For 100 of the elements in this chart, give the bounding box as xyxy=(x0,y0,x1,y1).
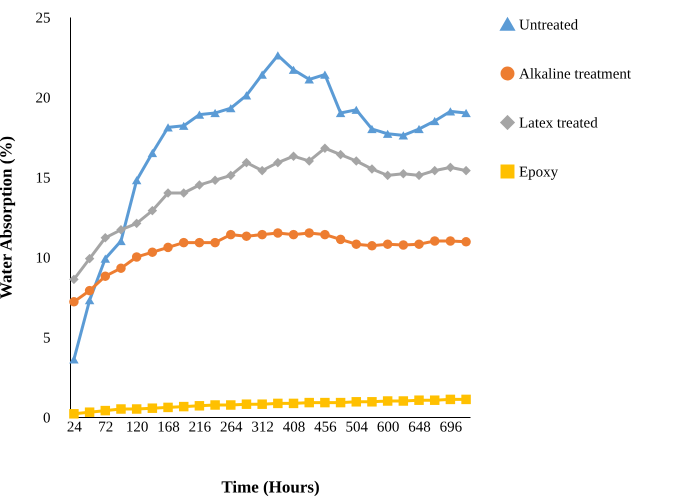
point xyxy=(116,225,126,235)
point xyxy=(304,75,314,84)
point xyxy=(273,398,283,408)
x-tick-label: 72 xyxy=(98,420,114,436)
point xyxy=(148,206,158,216)
point xyxy=(430,395,440,405)
y-tick-label: 10 xyxy=(36,250,50,266)
point xyxy=(69,297,79,307)
point xyxy=(210,108,220,118)
point xyxy=(336,234,346,244)
point xyxy=(398,396,408,406)
legend-label: Untreated xyxy=(519,18,579,34)
point xyxy=(163,188,173,198)
point xyxy=(132,404,142,414)
legend-label: Latex treated xyxy=(519,116,598,132)
point xyxy=(446,162,456,172)
point xyxy=(352,106,362,114)
point xyxy=(382,130,392,138)
legend-label: Alkaline treatment xyxy=(519,66,632,82)
x-tick-label: 312 xyxy=(251,420,274,436)
point xyxy=(288,66,298,74)
point xyxy=(100,254,110,263)
point xyxy=(461,394,471,404)
point xyxy=(320,398,330,408)
point xyxy=(100,406,110,416)
x-tick-label: 216 xyxy=(188,420,212,436)
point xyxy=(382,239,392,249)
point xyxy=(163,242,173,252)
point xyxy=(257,399,267,409)
point xyxy=(210,175,220,185)
point xyxy=(398,131,408,140)
point xyxy=(398,169,408,179)
point xyxy=(148,148,158,158)
point xyxy=(352,397,362,407)
point xyxy=(414,395,424,405)
point xyxy=(148,403,158,413)
point xyxy=(194,238,204,248)
point xyxy=(320,143,330,153)
point xyxy=(430,166,440,176)
x-tick-label: 456 xyxy=(314,420,338,436)
point xyxy=(461,237,471,247)
point xyxy=(210,400,220,410)
y-tick-label: 20 xyxy=(36,90,50,106)
point xyxy=(194,110,204,119)
point xyxy=(69,274,79,284)
point xyxy=(178,122,188,130)
point xyxy=(194,401,204,411)
point xyxy=(226,104,236,112)
point xyxy=(69,409,79,419)
point xyxy=(226,170,236,180)
point xyxy=(84,296,94,304)
point xyxy=(84,254,94,264)
point xyxy=(273,228,283,238)
point xyxy=(257,166,267,176)
point xyxy=(352,239,362,249)
point xyxy=(163,123,173,132)
point xyxy=(100,233,110,243)
point xyxy=(320,70,330,79)
point xyxy=(210,238,220,248)
point xyxy=(288,151,298,161)
point xyxy=(352,156,362,166)
point xyxy=(132,252,142,262)
point xyxy=(336,150,346,160)
x-tick-label: 504 xyxy=(346,420,369,436)
point xyxy=(414,170,424,180)
point xyxy=(100,271,110,281)
point xyxy=(273,158,283,168)
point xyxy=(446,236,456,246)
point xyxy=(288,230,298,240)
point xyxy=(226,400,236,410)
point xyxy=(367,124,377,134)
point xyxy=(414,124,424,134)
point xyxy=(132,218,142,228)
y-axis-title: Water Absorption (%) xyxy=(0,136,16,300)
point xyxy=(194,180,204,190)
x-tick-label: 696 xyxy=(440,420,463,436)
point xyxy=(116,263,126,273)
point xyxy=(367,241,377,251)
point xyxy=(178,238,188,248)
point xyxy=(226,230,236,240)
point xyxy=(242,231,252,241)
point xyxy=(446,107,456,116)
point xyxy=(163,402,173,412)
legend-label: Epoxy xyxy=(519,164,559,180)
y-tick-label: 0 xyxy=(43,410,50,426)
point xyxy=(430,236,440,246)
point xyxy=(132,176,142,184)
point xyxy=(367,397,377,407)
point xyxy=(336,398,346,408)
point xyxy=(84,407,94,417)
point xyxy=(414,239,424,249)
point xyxy=(304,156,314,166)
point xyxy=(320,230,330,240)
point xyxy=(446,394,456,404)
point xyxy=(84,286,94,296)
point xyxy=(178,402,188,412)
point xyxy=(304,398,314,408)
x-tick-label: 120 xyxy=(126,420,148,436)
point xyxy=(242,399,252,409)
y-tick-label: 5 xyxy=(43,330,50,346)
